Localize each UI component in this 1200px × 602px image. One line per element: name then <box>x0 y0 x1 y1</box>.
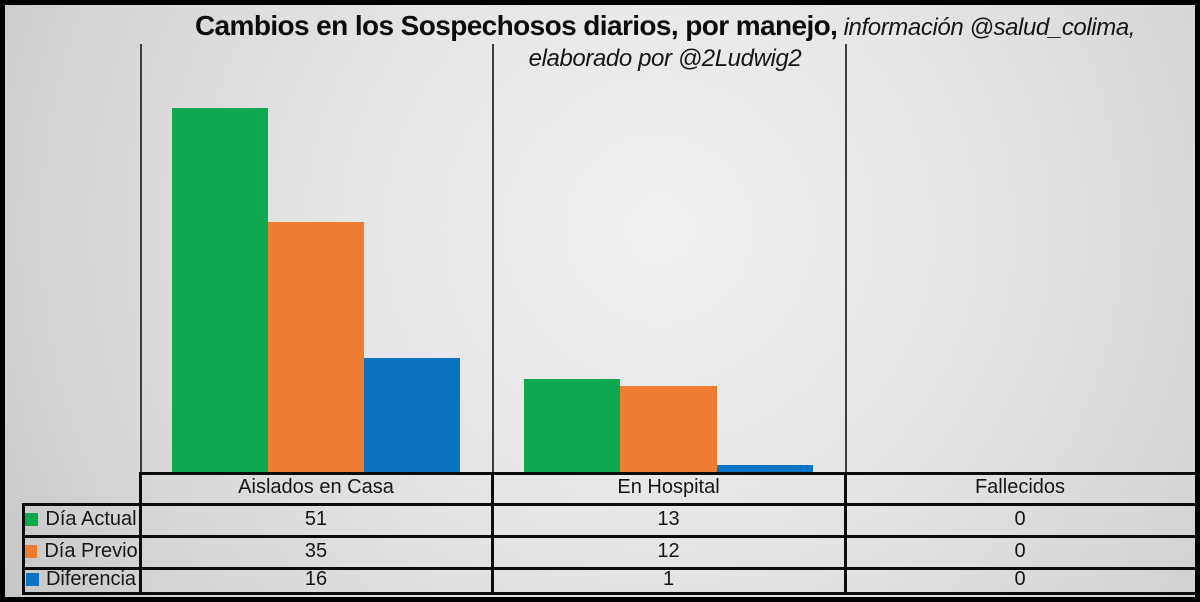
chart-subtitle-line2: elaborado por @2Ludwig2 <box>528 45 802 72</box>
table-header-cell-fallecidos: Fallecidos <box>974 476 1066 498</box>
table-value-cell-dia-actual-fallecidos: 0 <box>1014 507 1026 530</box>
table-header-cell-en-hospital: En Hospital <box>617 476 720 498</box>
bar-dia-previo-en-hospital <box>620 386 717 472</box>
table-row-border <box>22 503 1195 506</box>
table-column-border <box>844 472 847 595</box>
table-value-cell-diferencia-aislados-en-casa: 16 <box>304 568 328 590</box>
bar-dia-previo-aislados-en-casa <box>268 222 364 472</box>
table-row-border <box>22 567 1195 570</box>
legend-label: Diferencia <box>45 568 137 590</box>
chart-title: Cambios en los Sospechosos diarios, por … <box>194 10 838 41</box>
chart-subtitle: información @salud_colima, <box>837 14 1136 41</box>
legend-swatch-dia-previo <box>24 544 38 558</box>
table-value-cell-dia-previo-en-hospital: 12 <box>657 539 680 562</box>
category-separator-line <box>492 44 494 472</box>
table-header-cell-aislados-en-casa: Aislados en Casa <box>238 476 394 498</box>
bar-dia-actual-aislados-en-casa <box>172 108 268 472</box>
chart-title-line1: Cambios en los Sospechosos diarios, por … <box>135 8 1195 43</box>
bar-dia-actual-en-hospital <box>524 379 621 472</box>
table-legend-left-border <box>22 503 25 595</box>
legend-item-diferencia: Diferencia <box>22 567 140 592</box>
table-column-border <box>139 472 142 595</box>
legend-item-dia-previo: Día Previo <box>22 535 140 567</box>
table-row-border <box>140 472 1195 475</box>
category-separator-line <box>140 44 142 472</box>
table-row-border <box>22 592 1195 595</box>
table-value-cell-dia-actual-en-hospital: 13 <box>657 507 680 530</box>
legend-label: Día Actual <box>45 507 137 530</box>
table-row-border <box>22 535 1195 538</box>
legend-label: Día Previo <box>44 539 138 562</box>
legend-item-dia-actual: Día Actual <box>22 503 140 535</box>
table-column-border <box>491 472 494 595</box>
table-value-cell-dia-actual-aislados-en-casa: 51 <box>304 507 328 530</box>
bar-diferencia-aislados-en-casa <box>363 358 460 472</box>
category-separator-line <box>845 44 847 472</box>
bar-diferencia-en-hospital <box>716 465 813 472</box>
table-value-cell-dia-previo-fallecidos: 0 <box>1014 539 1026 562</box>
legend-swatch-diferencia <box>25 573 39 586</box>
table-value-cell-diferencia-en-hospital: 1 <box>662 568 675 590</box>
legend-swatch-dia-actual <box>25 512 39 526</box>
chart-title-block: Cambios en los Sospechosos diarios, por … <box>135 8 1195 74</box>
table-value-cell-diferencia-fallecidos: 0 <box>1014 568 1026 590</box>
table-value-cell-dia-previo-aislados-en-casa: 35 <box>304 539 328 562</box>
